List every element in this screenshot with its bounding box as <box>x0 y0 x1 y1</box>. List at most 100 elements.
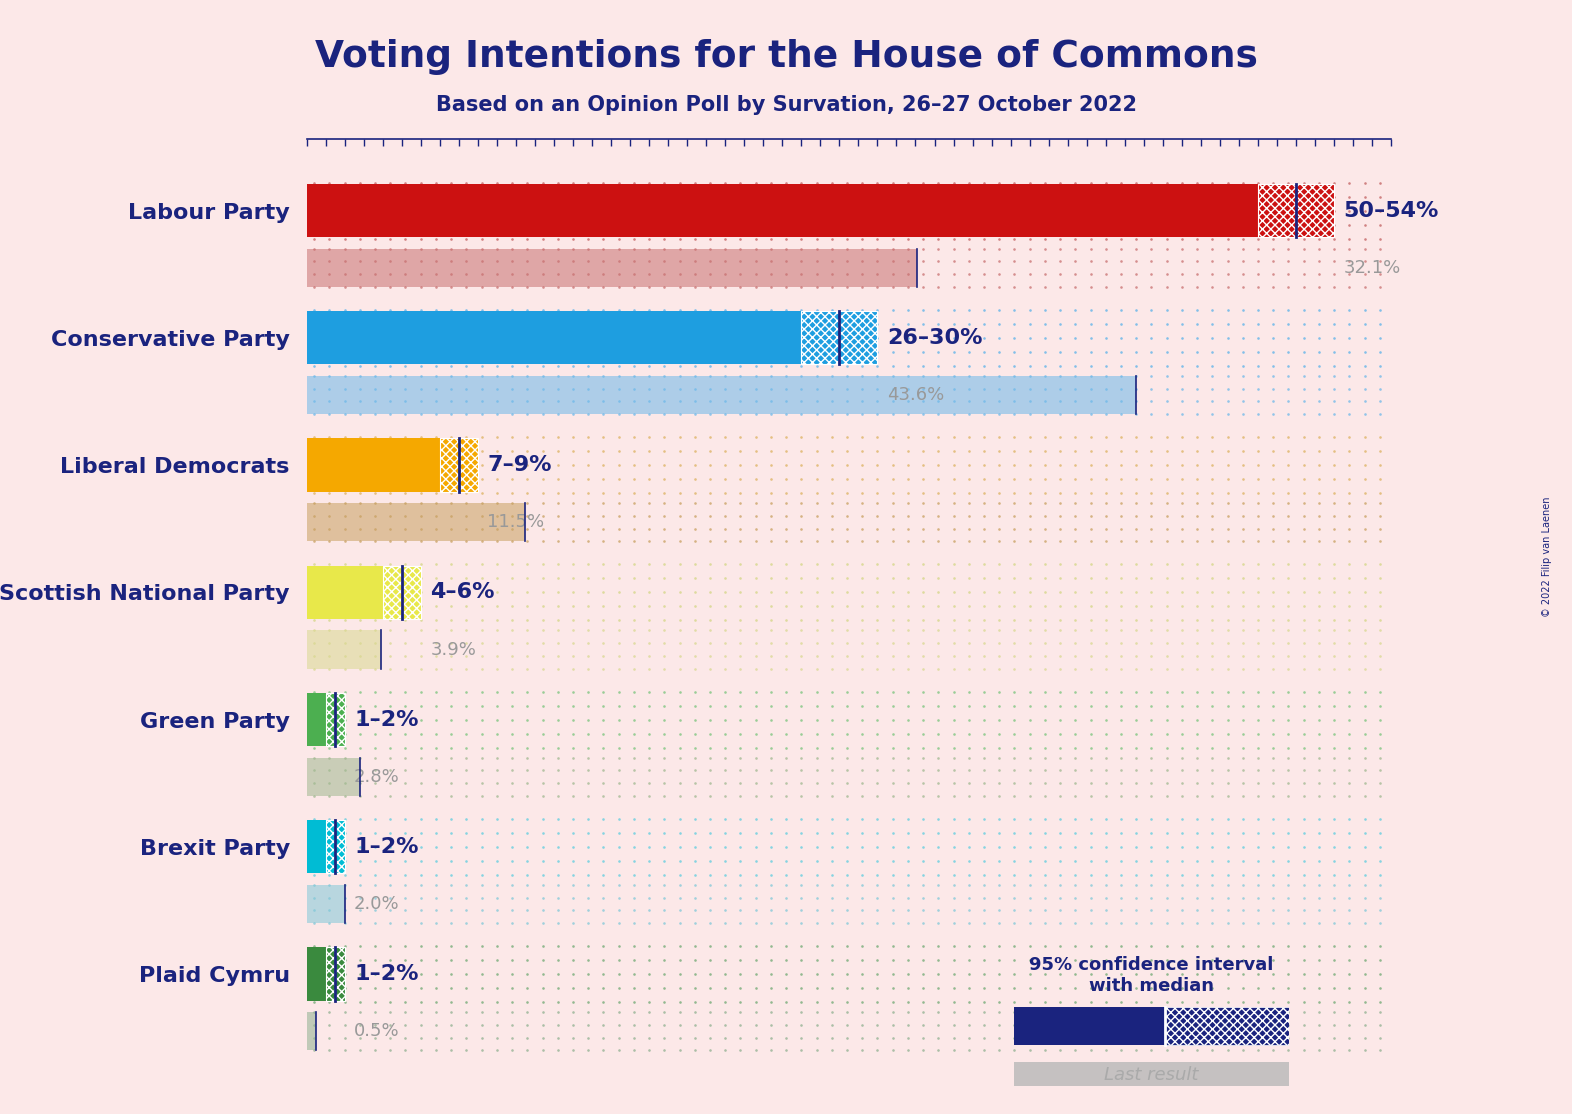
Point <box>819 979 844 997</box>
Point <box>560 229 585 247</box>
Point <box>1154 786 1179 804</box>
Point <box>1199 634 1225 652</box>
Point <box>728 485 753 502</box>
Point <box>1063 852 1088 870</box>
Point <box>744 315 769 333</box>
Point <box>698 876 723 893</box>
Point <box>1261 762 1286 780</box>
Point <box>1306 1042 1331 1059</box>
Point <box>621 229 646 247</box>
Point <box>1124 979 1149 997</box>
Point <box>302 622 327 639</box>
Point <box>1170 240 1195 257</box>
Point <box>789 889 814 907</box>
Point <box>880 1004 905 1022</box>
Point <box>942 392 967 410</box>
Point <box>1170 659 1195 677</box>
Point <box>607 838 632 856</box>
Point <box>956 724 981 742</box>
Point <box>318 569 343 587</box>
Point <box>803 343 828 361</box>
Point <box>698 532 723 550</box>
Point <box>865 634 890 652</box>
Point <box>575 329 601 346</box>
Point <box>971 405 997 423</box>
Point <box>560 889 585 907</box>
Point <box>865 597 890 615</box>
Point <box>728 612 753 629</box>
Point <box>789 556 814 574</box>
Point <box>1078 889 1104 907</box>
Point <box>667 683 692 701</box>
Point <box>1033 659 1058 677</box>
Point <box>1261 838 1286 856</box>
Point <box>803 470 828 488</box>
Point <box>1322 1004 1347 1022</box>
Point <box>1170 696 1195 714</box>
Point <box>1017 405 1042 423</box>
Point <box>712 889 737 907</box>
Point <box>637 392 662 410</box>
Text: 95% confidence interval
with median: 95% confidence interval with median <box>1030 956 1273 995</box>
Point <box>652 216 678 234</box>
Point <box>1185 724 1210 742</box>
Bar <box>307 820 325 873</box>
Point <box>1261 915 1286 932</box>
Point <box>439 380 464 398</box>
Point <box>1185 278 1210 296</box>
Point <box>607 315 632 333</box>
Point <box>835 356 860 374</box>
Point <box>956 315 981 333</box>
Point <box>926 951 951 969</box>
Point <box>1001 597 1027 615</box>
Point <box>835 838 860 856</box>
Point <box>1276 278 1302 296</box>
Point <box>1078 187 1104 205</box>
Point <box>591 485 616 502</box>
Point <box>1261 187 1286 205</box>
Point <box>773 774 799 792</box>
Point <box>1185 993 1210 1010</box>
Point <box>637 1004 662 1022</box>
Point <box>347 659 373 677</box>
Point <box>468 1028 494 1046</box>
Point <box>409 889 434 907</box>
Point <box>500 866 525 883</box>
Point <box>896 852 921 870</box>
Point <box>758 612 783 629</box>
Point <box>942 1028 967 1046</box>
Point <box>1078 1016 1104 1034</box>
Point <box>789 240 814 257</box>
Point <box>1336 315 1361 333</box>
Point <box>1336 786 1361 804</box>
Point <box>956 889 981 907</box>
Point <box>560 724 585 742</box>
Point <box>1047 876 1072 893</box>
Point <box>1063 278 1088 296</box>
Point <box>956 965 981 983</box>
Point <box>347 405 373 423</box>
Point <box>1047 343 1072 361</box>
Point <box>803 202 828 219</box>
Point <box>1154 711 1179 729</box>
Point <box>439 507 464 525</box>
Point <box>1231 532 1256 550</box>
Point <box>682 392 707 410</box>
Point <box>865 174 890 192</box>
Point <box>347 584 373 602</box>
Point <box>1154 278 1179 296</box>
Point <box>1231 520 1256 538</box>
Point <box>1063 876 1088 893</box>
Point <box>1291 937 1316 955</box>
Point <box>1001 229 1027 247</box>
Point <box>393 1028 418 1046</box>
Point <box>744 470 769 488</box>
Point <box>1033 495 1058 512</box>
Point <box>514 174 539 192</box>
Point <box>484 810 509 828</box>
Point <box>835 507 860 525</box>
Point <box>744 634 769 652</box>
Point <box>1154 343 1179 361</box>
Point <box>1138 1004 1163 1022</box>
Point <box>1093 380 1118 398</box>
